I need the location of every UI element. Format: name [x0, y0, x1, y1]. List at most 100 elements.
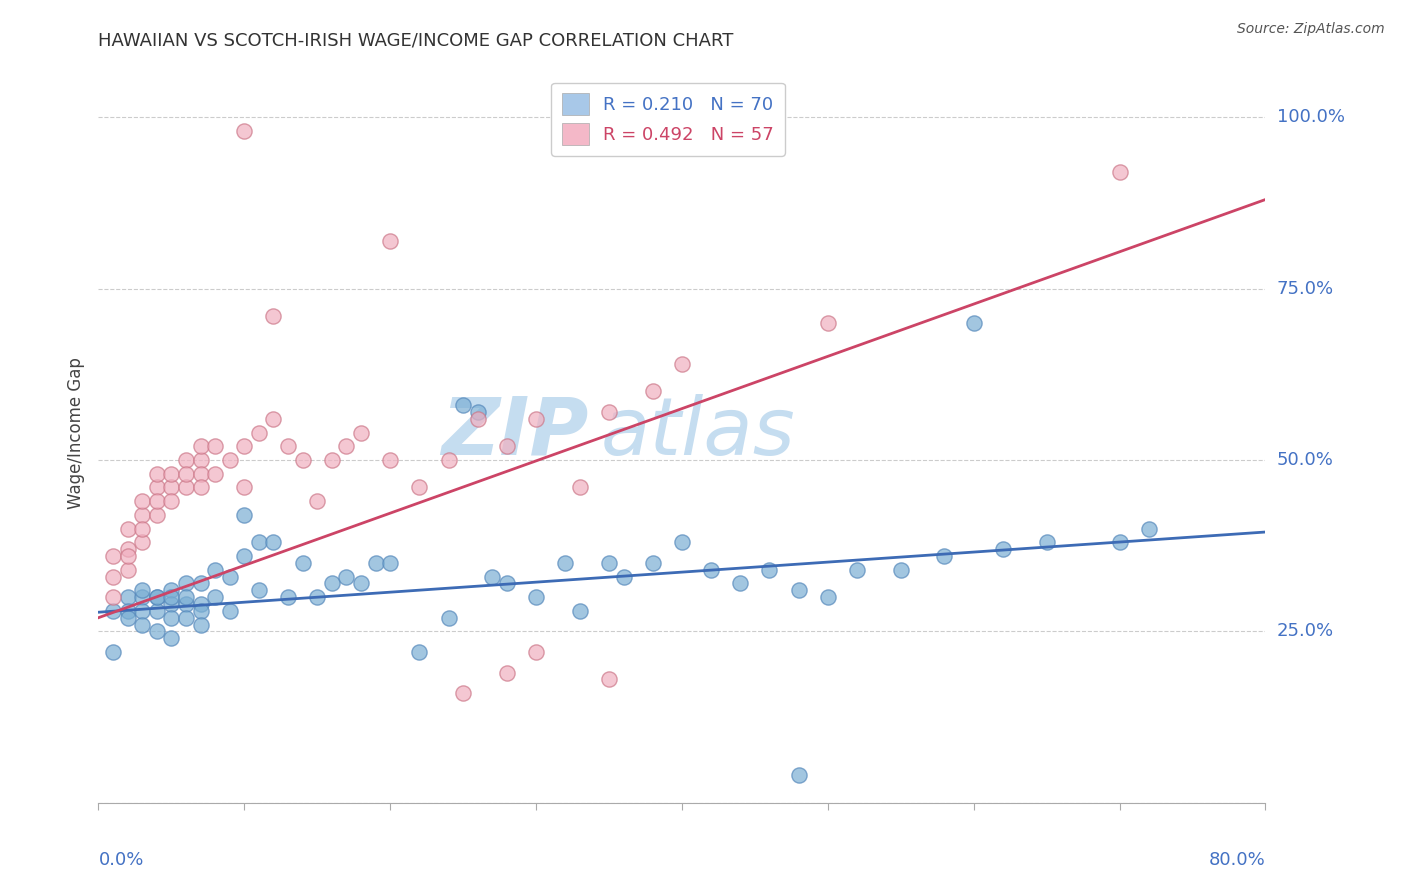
Point — [467, 412, 489, 426]
Point — [247, 535, 270, 549]
Point — [117, 522, 139, 536]
Point — [190, 439, 212, 453]
Point — [131, 617, 153, 632]
Point — [174, 480, 197, 494]
Text: 50.0%: 50.0% — [1277, 451, 1333, 469]
Legend: R = 0.210   N = 70, R = 0.492   N = 57: R = 0.210 N = 70, R = 0.492 N = 57 — [551, 83, 785, 155]
Point — [190, 597, 212, 611]
Point — [380, 453, 402, 467]
Point — [598, 556, 620, 570]
Point — [846, 563, 869, 577]
Point — [233, 124, 256, 138]
Point — [598, 405, 620, 419]
Point — [524, 645, 547, 659]
Point — [364, 556, 387, 570]
Point — [817, 316, 839, 330]
Point — [174, 467, 197, 481]
Point — [262, 412, 284, 426]
Point — [146, 480, 169, 494]
Point — [160, 480, 183, 494]
Point — [496, 665, 519, 680]
Point — [131, 535, 153, 549]
Point — [758, 563, 780, 577]
Point — [146, 508, 169, 522]
Point — [204, 467, 226, 481]
Point — [160, 610, 183, 624]
Point — [991, 542, 1014, 557]
Point — [817, 590, 839, 604]
Point — [101, 590, 124, 604]
Point — [101, 569, 124, 583]
Point — [233, 549, 256, 563]
Point — [524, 590, 547, 604]
Point — [247, 583, 270, 598]
Point — [146, 624, 169, 639]
Point — [190, 467, 212, 481]
Point — [174, 576, 197, 591]
Point — [277, 439, 299, 453]
Point — [190, 576, 212, 591]
Point — [117, 610, 139, 624]
Point — [671, 535, 693, 549]
Point — [146, 590, 169, 604]
Point — [160, 467, 183, 481]
Point — [117, 549, 139, 563]
Point — [641, 556, 664, 570]
Point — [146, 494, 169, 508]
Point — [262, 309, 284, 323]
Point — [321, 576, 343, 591]
Point — [890, 563, 912, 577]
Text: 25.0%: 25.0% — [1277, 623, 1334, 640]
Point — [307, 590, 329, 604]
Point — [1035, 535, 1057, 549]
Point — [131, 522, 153, 536]
Point — [408, 645, 430, 659]
Point — [671, 357, 693, 371]
Point — [277, 590, 299, 604]
Point — [117, 542, 139, 557]
Point — [174, 590, 197, 604]
Point — [568, 604, 591, 618]
Point — [1108, 535, 1130, 549]
Point — [218, 604, 240, 618]
Point — [131, 508, 153, 522]
Point — [321, 453, 343, 467]
Point — [1108, 165, 1130, 179]
Point — [335, 569, 357, 583]
Point — [174, 610, 197, 624]
Text: ZIP: ZIP — [441, 393, 589, 472]
Point — [524, 412, 547, 426]
Y-axis label: Wage/Income Gap: Wage/Income Gap — [66, 357, 84, 508]
Text: 75.0%: 75.0% — [1277, 280, 1334, 298]
Point — [730, 576, 752, 591]
Text: 80.0%: 80.0% — [1209, 851, 1265, 869]
Point — [408, 480, 430, 494]
Point — [568, 480, 591, 494]
Point — [190, 617, 212, 632]
Point — [307, 494, 329, 508]
Point — [218, 453, 240, 467]
Point — [131, 494, 153, 508]
Point — [467, 405, 489, 419]
Point — [291, 556, 314, 570]
Point — [598, 673, 620, 687]
Point — [481, 569, 503, 583]
Text: 100.0%: 100.0% — [1277, 108, 1344, 127]
Point — [160, 494, 183, 508]
Point — [174, 453, 197, 467]
Point — [291, 453, 314, 467]
Point — [641, 384, 664, 399]
Point — [131, 590, 153, 604]
Point — [160, 583, 183, 598]
Text: 0.0%: 0.0% — [98, 851, 143, 869]
Point — [204, 563, 226, 577]
Point — [131, 583, 153, 598]
Point — [437, 453, 460, 467]
Point — [934, 549, 956, 563]
Point — [962, 316, 984, 330]
Point — [204, 590, 226, 604]
Point — [787, 768, 810, 782]
Point — [174, 597, 197, 611]
Point — [160, 632, 183, 646]
Point — [190, 480, 212, 494]
